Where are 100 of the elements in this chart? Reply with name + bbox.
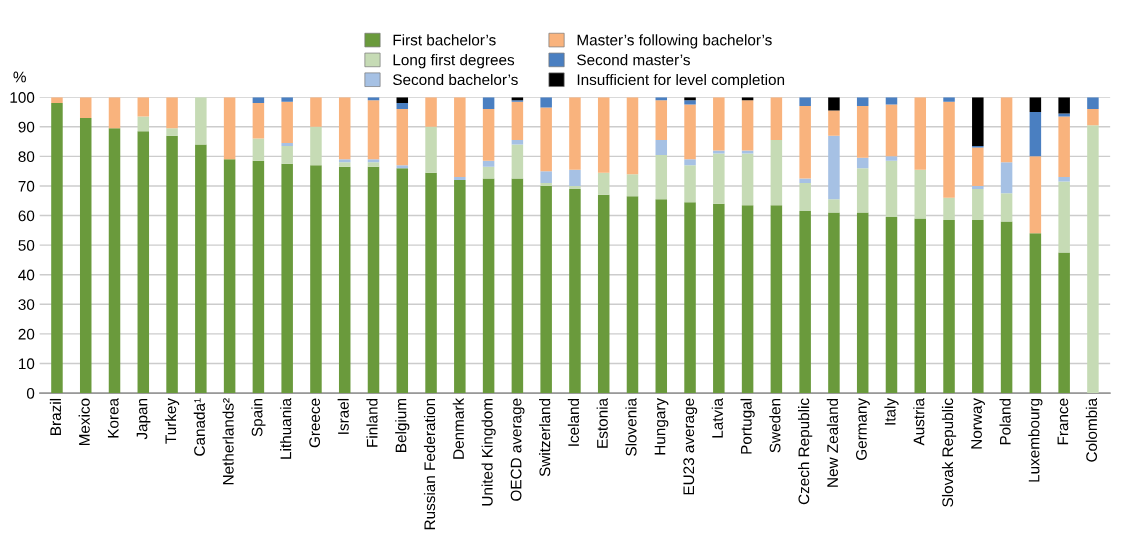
x-tick-label: France xyxy=(1057,398,1069,445)
bar xyxy=(856,106,869,158)
bar xyxy=(1029,233,1042,394)
x-tick-label: Sweden xyxy=(769,398,781,453)
bar xyxy=(252,160,265,394)
bar xyxy=(828,212,840,394)
bar xyxy=(799,178,811,183)
x-tick-label: Mexico xyxy=(78,398,90,446)
bar xyxy=(569,169,581,186)
x-tick-label: Spain xyxy=(251,398,266,437)
bar xyxy=(137,116,150,132)
bar xyxy=(741,205,754,394)
bar xyxy=(482,109,495,161)
bar xyxy=(856,212,869,394)
bar xyxy=(540,107,552,172)
bar xyxy=(828,110,840,136)
bar xyxy=(741,150,754,154)
bar xyxy=(741,153,754,206)
bar xyxy=(367,159,380,163)
bar xyxy=(943,97,955,102)
bar xyxy=(655,140,668,155)
x-tick-label: Luxembourg xyxy=(1028,398,1043,482)
bar xyxy=(914,218,927,394)
bar xyxy=(79,97,92,118)
x-tick-label: Canada¹ xyxy=(193,398,205,456)
x-tick-label: Netherlands² xyxy=(222,398,234,485)
bar xyxy=(511,140,524,145)
bar xyxy=(338,159,351,163)
bar xyxy=(166,135,178,394)
bar xyxy=(540,171,552,183)
bar xyxy=(684,159,696,166)
bar xyxy=(770,205,783,394)
bar xyxy=(1058,181,1070,253)
bar xyxy=(1058,97,1070,114)
bar xyxy=(597,172,610,195)
bar xyxy=(1058,116,1070,178)
bar xyxy=(799,106,811,179)
legend-label: First bachelor’s xyxy=(393,34,496,46)
bar xyxy=(338,166,351,394)
bar xyxy=(597,97,610,173)
bar xyxy=(885,160,898,218)
bar xyxy=(137,97,150,117)
bar xyxy=(338,97,351,160)
bar xyxy=(166,128,178,136)
bar xyxy=(684,104,696,160)
bar xyxy=(943,101,955,198)
x-tick-label: Turkey xyxy=(164,397,180,444)
bar xyxy=(655,100,668,141)
x-tick-label: Finland xyxy=(366,398,378,447)
bar xyxy=(914,169,927,219)
x-tick-label: Portugal xyxy=(740,398,755,454)
x-tick-label: Israel xyxy=(337,398,349,434)
bar xyxy=(310,165,322,394)
bar xyxy=(741,100,754,151)
y-tick-label: 70 xyxy=(18,180,35,192)
bar xyxy=(425,172,437,394)
bar xyxy=(626,174,639,197)
bar xyxy=(597,194,610,394)
bar xyxy=(482,178,495,394)
x-tick-label: Slovak Republic xyxy=(941,398,957,507)
bar xyxy=(799,211,811,394)
x-tick-label: Switzerland xyxy=(539,398,551,477)
x-tick-label: Korea xyxy=(107,397,119,438)
bar xyxy=(281,163,293,394)
legend-label: Master’s following bachelor’s xyxy=(577,34,772,49)
bar xyxy=(482,160,495,167)
bar xyxy=(281,101,293,144)
x-tick-label: Estonia xyxy=(596,397,608,448)
bar xyxy=(1058,113,1070,117)
bar xyxy=(223,159,236,394)
legend-label: Long first degrees xyxy=(393,54,515,69)
bar xyxy=(885,217,898,394)
bar xyxy=(1087,97,1099,110)
bar xyxy=(828,199,840,213)
y-tick-label: 80 xyxy=(18,151,35,163)
bar xyxy=(454,180,466,394)
x-tick-label: Iceland xyxy=(567,398,580,446)
x-tick-label: Russian Federation xyxy=(423,398,436,530)
bar xyxy=(310,126,322,166)
x-tick-label: Italy xyxy=(884,397,899,425)
bar xyxy=(281,146,293,164)
bar xyxy=(626,97,639,175)
bar xyxy=(396,109,409,166)
x-tick-label: United Kingdom xyxy=(481,398,496,506)
bar xyxy=(367,100,380,160)
bar xyxy=(856,157,869,169)
legend-label: Second bachelor’s xyxy=(393,73,518,86)
bar xyxy=(367,162,380,167)
bar xyxy=(885,156,898,161)
x-tick-label: Germany xyxy=(855,397,870,460)
bar xyxy=(828,135,840,200)
x-tick-label: OECD average xyxy=(510,398,525,501)
bar xyxy=(166,97,178,129)
x-tick-label: Norway xyxy=(971,397,985,449)
bar xyxy=(195,144,207,394)
bar xyxy=(684,100,696,105)
bar xyxy=(511,178,524,394)
x-tick-label: Poland xyxy=(999,398,1011,445)
y-tick-label: 90 xyxy=(18,121,35,133)
bar xyxy=(281,97,293,102)
